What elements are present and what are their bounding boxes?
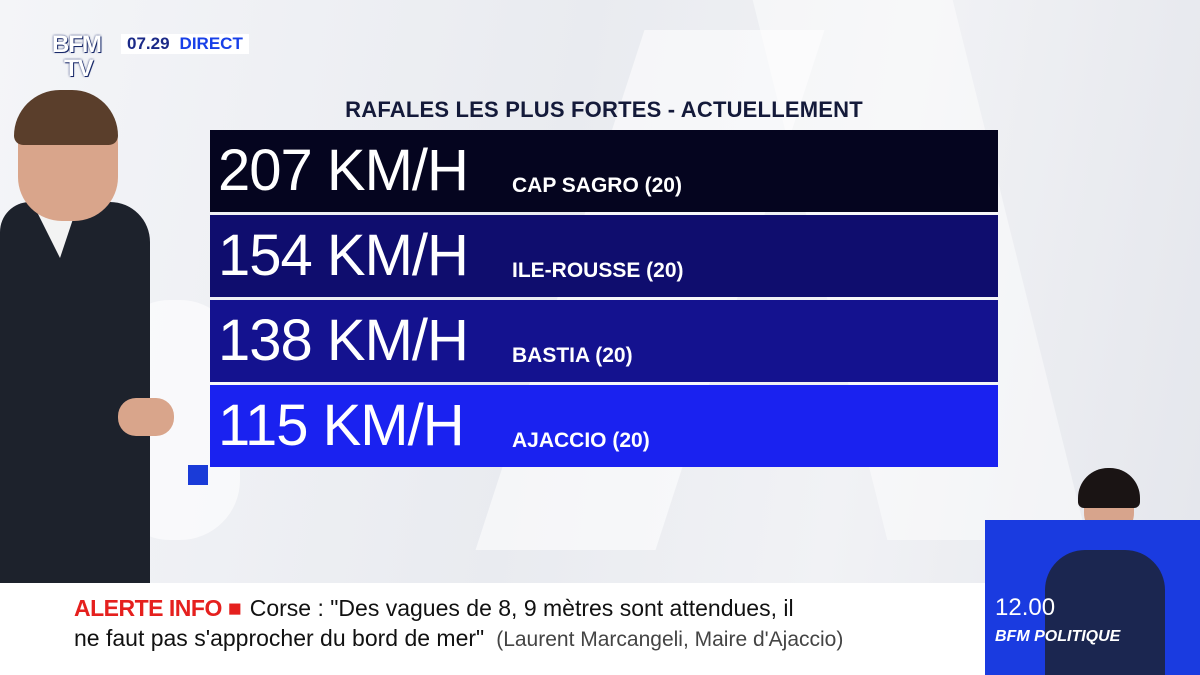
logo-line2: TV <box>64 55 94 82</box>
gust-ranking: 207 KM/H CAP SAGRO (20) 154 KM/H ILE-ROU… <box>210 130 998 470</box>
channel-logo: BFM TV <box>52 33 114 85</box>
gust-location: AJACCIO (20) <box>512 429 650 452</box>
ranking-row: 138 KM/H BASTIA (20) <box>210 300 998 382</box>
ticker-line2: ne faut pas s'approcher du bord de mer" (… <box>74 625 843 652</box>
gust-location: BASTIA (20) <box>512 344 633 367</box>
news-ticker: ALERTE INFO ■ Corse : "Des vagues de 8, 9 … <box>0 583 985 675</box>
quote-source: (Laurent Marcangeli, Maire d'Ajaccio) <box>496 628 844 651</box>
graphic-title: RAFALES LES PLUS FORTES - ACTUELLEMENT <box>345 97 863 122</box>
headline-line1: Corse : "Des vagues de 8, 9 mètres sont … <box>249 595 794 621</box>
gust-speed: 115 KM/H <box>218 393 465 458</box>
ticker-line1: ALERTE INFO ■ Corse : "Des vagues de 8, 9 … <box>74 595 794 622</box>
presenter-hair <box>14 90 118 145</box>
decorative-square <box>188 465 208 485</box>
clock: 07.29 <box>127 34 170 53</box>
ranking-row: 154 KM/H ILE-ROUSSE (20) <box>210 215 998 297</box>
live-label: DIRECT <box>179 34 243 53</box>
gust-location: CAP SAGRO (20) <box>512 174 682 197</box>
anchor-body <box>1045 550 1165 675</box>
next-program-box: 12.00 BFM POLITIQUE <box>985 520 1200 675</box>
ranking-row: 115 KM/H AJACCIO (20) <box>210 385 998 467</box>
headline-line2: ne faut pas s'approcher du bord de mer" <box>74 625 485 651</box>
next-program-time: 12.00 <box>995 594 1056 621</box>
presenter-hand <box>118 398 174 436</box>
alert-label: ALERTE INFO <box>74 595 222 621</box>
logo-line1: BFM <box>52 31 102 58</box>
next-program-name: BFM POLITIQUE <box>995 628 1121 645</box>
anchor-hair <box>1078 468 1140 508</box>
anchor-portrait <box>1078 468 1140 538</box>
gust-speed: 207 KM/H <box>218 138 469 203</box>
gust-location: ILE-ROUSSE (20) <box>512 259 684 282</box>
ranking-row: 207 KM/H CAP SAGRO (20) <box>210 130 998 212</box>
gust-speed: 154 KM/H <box>218 223 469 288</box>
gust-speed: 138 KM/H <box>218 308 469 373</box>
alert-bullet-icon: ■ <box>227 595 242 621</box>
clock-bar: 07.29 DIRECT <box>121 34 249 54</box>
presenter <box>0 90 190 602</box>
